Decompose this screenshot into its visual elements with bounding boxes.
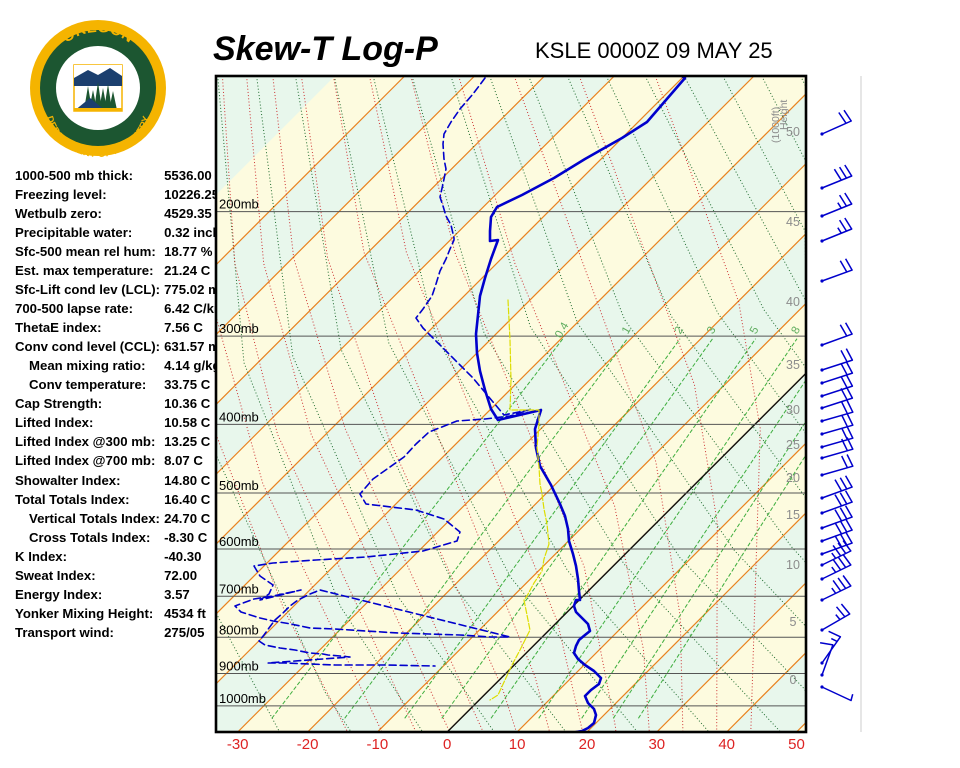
svg-text:1000mb: 1000mb — [219, 691, 266, 706]
svg-text:-30: -30 — [227, 736, 249, 753]
svg-text:5: 5 — [790, 615, 797, 629]
svg-text:-10: -10 — [367, 736, 389, 753]
svg-text:20: 20 — [786, 471, 800, 485]
svg-text:300mb: 300mb — [219, 321, 259, 336]
svg-text:40: 40 — [718, 736, 735, 753]
svg-text:10: 10 — [509, 736, 526, 753]
svg-text:400mb: 400mb — [219, 409, 259, 424]
svg-text:45: 45 — [786, 215, 800, 229]
svg-text:0: 0 — [790, 673, 797, 687]
svg-text:20: 20 — [579, 736, 596, 753]
svg-text:500mb: 500mb — [219, 478, 259, 493]
svg-text:900mb: 900mb — [219, 659, 259, 674]
svg-text:0: 0 — [443, 736, 451, 753]
svg-text:25: 25 — [786, 438, 800, 452]
svg-text:30: 30 — [648, 736, 665, 753]
svg-text:600mb: 600mb — [219, 534, 259, 549]
svg-text:15: 15 — [786, 508, 800, 522]
svg-text:40: 40 — [786, 295, 800, 309]
svg-text:50: 50 — [788, 736, 805, 753]
svg-text:30: 30 — [786, 403, 800, 417]
svg-text:200mb: 200mb — [219, 197, 259, 212]
svg-text:(1000ft): (1000ft) — [770, 107, 782, 143]
svg-text:800mb: 800mb — [219, 622, 259, 637]
svg-text:35: 35 — [786, 358, 800, 372]
svg-text:700mb: 700mb — [219, 581, 259, 596]
svg-text:-20: -20 — [297, 736, 319, 753]
svg-text:10: 10 — [786, 558, 800, 572]
